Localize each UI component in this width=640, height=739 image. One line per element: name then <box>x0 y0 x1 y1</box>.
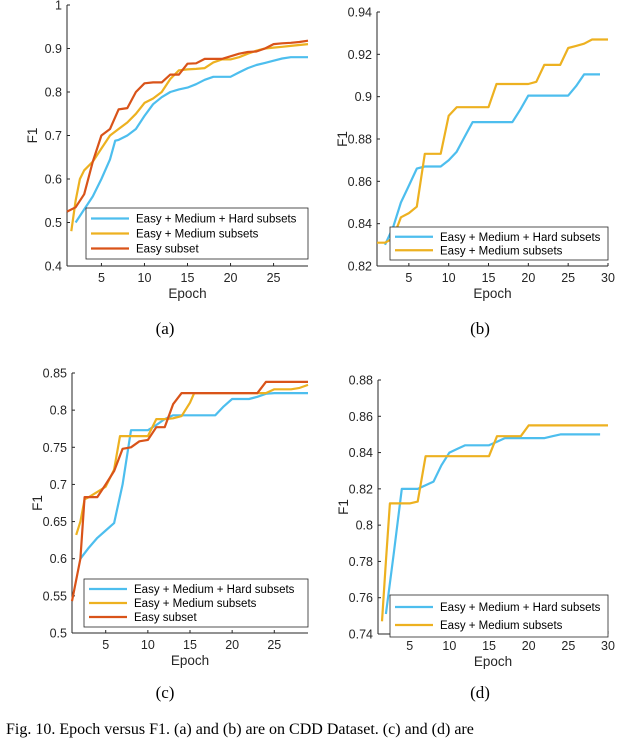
y-tick-label: 0.85 <box>43 367 67 381</box>
y-tick-label: 0.6 <box>45 173 62 187</box>
x-tick-label: 25 <box>267 638 281 652</box>
y-tick-label: 0.82 <box>348 260 372 274</box>
x-tick-label: 10 <box>141 638 155 652</box>
y-tick-label: 0.94 <box>348 6 372 20</box>
y-tick-label: 0.74 <box>349 628 373 642</box>
x-tick-label: 20 <box>224 271 238 285</box>
y-tick-label: 0.84 <box>348 217 372 231</box>
y-tick-label: 0.92 <box>348 48 372 62</box>
y-tick-label: 0.76 <box>349 591 373 605</box>
y-tick-label: 0.9 <box>45 42 62 56</box>
chart-panel-b: 0.82 0.84 0.86 0.88 0.9 0.92 0.94 5 10 15 20 25 30 Ep… <box>335 6 615 339</box>
legend-label: Easy + Medium + Hard subsets <box>136 214 297 226</box>
x-tick-label: 20 <box>522 639 536 653</box>
series-line <box>380 424 608 622</box>
legend-label: Easy + Medium subsets <box>440 245 563 257</box>
x-tick-label: 5 <box>98 271 105 285</box>
chart-panel-a: 0.40.50.60.70.80.915 10 15 20 25EpochF1Easy … <box>25 0 309 338</box>
series-line <box>384 433 601 615</box>
legend-label: Easy + Medium + Hard subsets <box>440 232 601 244</box>
y-tick-label: 0.55 <box>43 589 67 603</box>
y-tick-label: 0.7 <box>50 478 67 492</box>
figure-caption: Fig. 10. Epoch versus F1. (a) and (b) ar… <box>6 721 474 738</box>
y-tick-label: 0.75 <box>43 441 67 455</box>
series-line <box>75 383 309 536</box>
y-tick-label: 0.7 <box>45 129 62 143</box>
x-axis-label: Epoch <box>473 286 511 301</box>
series-line <box>74 56 308 224</box>
chart-panel-d: 0.74 0.76 0.78 0.8 0.82 0.84 0.86 0.88 5 10 15 20 25… <box>336 374 615 703</box>
panel-caption: (c) <box>156 683 175 702</box>
legend-label: Easy + Medium + Hard subsets <box>440 602 601 614</box>
series-line <box>66 39 309 213</box>
legend-label: Easy + Medium + Hard subsets <box>134 584 295 596</box>
y-axis-label: F1 <box>25 128 40 144</box>
series-line <box>79 392 308 560</box>
series-line <box>377 38 608 244</box>
x-tick-label: 25 <box>267 271 281 285</box>
y-tick-label: 0.82 <box>349 482 373 496</box>
y-tick-label: 1 <box>55 0 62 13</box>
y-tick-label: 0.9 <box>355 90 372 104</box>
legend: Easy + Medium + Hard subsets Easy + Mediu… <box>83 578 309 628</box>
panel-caption: (a) <box>156 319 175 338</box>
y-tick-label: 0.8 <box>45 86 62 100</box>
legend-label: Easy subset <box>136 244 199 256</box>
x-tick-label: 10 <box>138 271 152 285</box>
legend-label: Easy subset <box>134 612 197 624</box>
x-axis-label: Epoch <box>168 286 206 301</box>
x-tick-label: 5 <box>406 639 413 653</box>
y-tick-label: 0.8 <box>50 404 67 418</box>
chart-panel-c: 0.5 0.55 0.6 0.65 0.7 0.75 0.8 0.85 5 10 15 20 25 Epo… <box>30 367 309 702</box>
x-tick-label: 10 <box>442 639 456 653</box>
x-axis-label: Epoch <box>171 653 209 668</box>
y-tick-label: 0.6 <box>50 552 67 566</box>
y-axis-label: F1 <box>336 499 351 515</box>
legend-label: Easy + Medium subsets <box>134 598 257 610</box>
x-tick-label: 20 <box>521 271 535 285</box>
x-axis-label: Epoch <box>474 654 512 669</box>
y-tick-label: 0.78 <box>349 555 373 569</box>
panel-caption: (b) <box>470 319 490 338</box>
y-tick-label: 0.88 <box>349 374 373 388</box>
legend-label: Easy + Medium subsets <box>440 620 563 632</box>
y-tick-label: 0.4 <box>45 260 62 274</box>
y-tick-label: 0.8 <box>356 519 373 533</box>
y-axis-label: F1 <box>335 131 350 147</box>
legend-label: Easy + Medium subsets <box>136 229 259 241</box>
series-line <box>70 380 308 602</box>
x-tick-label: 5 <box>405 271 412 285</box>
legend-box <box>389 226 609 261</box>
x-tick-label: 25 <box>561 639 575 653</box>
y-tick-label: 0.86 <box>348 175 372 189</box>
x-tick-label: 5 <box>102 638 109 652</box>
x-tick-label: 30 <box>601 639 615 653</box>
y-tick-label: 0.86 <box>349 410 373 424</box>
legend: Easy + Medium + Hard subsets Easy + Mediu… <box>85 207 309 260</box>
y-tick-label: 0.65 <box>43 515 67 529</box>
x-tick-label: 30 <box>601 271 615 285</box>
y-tick-label: 0.5 <box>45 216 62 230</box>
legend-box <box>389 594 609 638</box>
x-tick-label: 15 <box>181 271 195 285</box>
x-tick-label: 15 <box>482 271 496 285</box>
x-tick-label: 15 <box>482 639 496 653</box>
x-tick-label: 10 <box>442 271 456 285</box>
series-line <box>70 43 309 232</box>
y-tick-label: 0.84 <box>349 446 373 460</box>
x-tick-label: 20 <box>225 638 239 652</box>
y-tick-label: 0.5 <box>50 627 67 641</box>
series-line <box>384 73 600 246</box>
x-tick-label: 15 <box>183 638 197 652</box>
y-tick-label: 0.88 <box>348 133 372 147</box>
legend: Easy + Medium + Hard subsets Easy + Mediu… <box>389 594 609 638</box>
panel-caption: (d) <box>470 683 490 702</box>
y-axis-label: F1 <box>30 495 45 511</box>
x-tick-label: 25 <box>561 271 575 285</box>
